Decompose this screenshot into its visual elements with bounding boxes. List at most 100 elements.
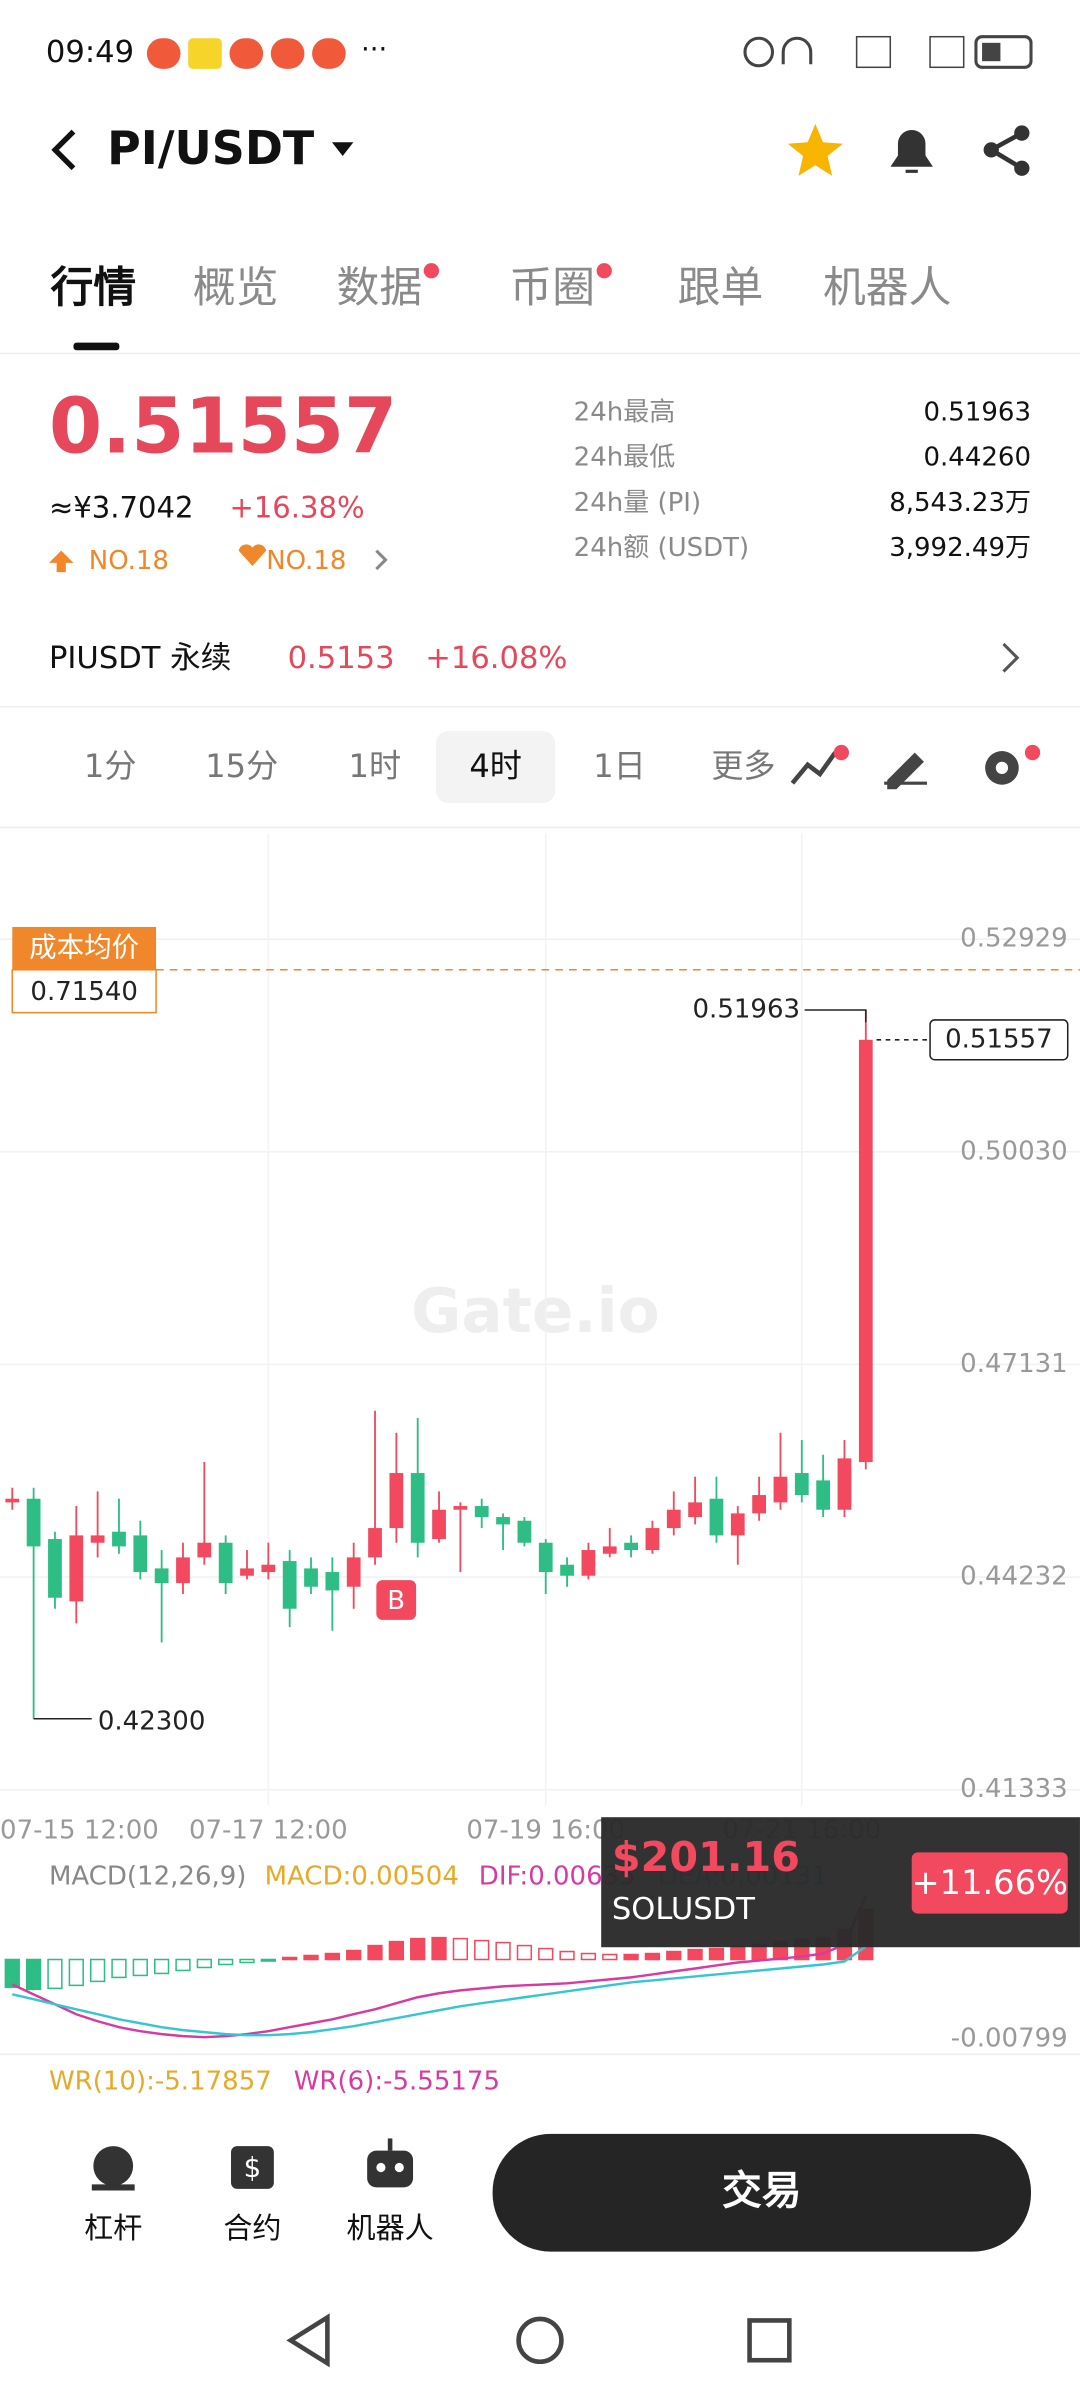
candle-body [112, 1531, 126, 1547]
macd-bar [516, 1944, 533, 1961]
macd-bar [367, 1944, 383, 1961]
cost-value-bg [11, 969, 157, 1014]
candle-body [581, 1550, 596, 1576]
candle-body [496, 1517, 510, 1525]
macd-bar [644, 1952, 661, 1961]
tab[interactable]: 行情 [51, 263, 137, 313]
status-more: ··· [361, 33, 387, 65]
pair-title[interactable]: PI/USDT [107, 121, 315, 175]
candle-body [389, 1473, 404, 1529]
perp-chevron[interactable] [1002, 642, 1020, 673]
candle-body [133, 1535, 148, 1573]
rank: NO.18 [266, 546, 346, 576]
tab[interactable]: 跟单 [678, 263, 764, 313]
price-change: +16.38% [229, 490, 364, 524]
x-tick-label: 07-17 12:00 [189, 1815, 348, 1845]
settings-button[interactable] [985, 744, 1041, 785]
indicator-button[interactable] [790, 744, 849, 785]
candle-body [794, 1473, 809, 1496]
interval-tab[interactable]: 更多 [711, 747, 775, 785]
candle-body [240, 1568, 254, 1576]
nav-icon [367, 2138, 414, 2188]
candle-body [282, 1561, 297, 1609]
nav-label[interactable]: 机器人 [347, 2211, 434, 2245]
cost-title: 成本均价 [29, 931, 139, 963]
candle-body [773, 1476, 788, 1503]
share-button[interactable] [983, 125, 1030, 176]
candle-body [90, 1535, 105, 1543]
macd-dea-line [12, 1945, 867, 2037]
macd-bar [218, 1958, 234, 1966]
candle-body [560, 1564, 574, 1576]
macd-bar [687, 1948, 703, 1961]
rank-more[interactable] [375, 549, 388, 571]
macd-bar [175, 1958, 191, 1972]
system-back[interactable] [286, 2313, 330, 2368]
trade-button-label[interactable]: 交易 [722, 2168, 802, 2214]
interval-tab[interactable]: 1日 [593, 747, 646, 785]
macd-bar [132, 1958, 148, 1977]
macd-legend: MACD:0.00504 [265, 1861, 459, 1891]
tab[interactable]: 概览 [193, 263, 279, 313]
interval-tab[interactable]: 1分 [84, 747, 137, 785]
perp-price: 0.5153 [288, 641, 395, 676]
macd-bar [559, 1950, 575, 1961]
active-tab-indicator [73, 342, 120, 351]
ticker-popup[interactable]: $201.16 SOLUSDT +11.66% [601, 1817, 1080, 1948]
nav-icon: $ [231, 2146, 274, 2189]
popup-pair: SOLUSDT [612, 1892, 755, 1927]
tab[interactable]: 币圈 [509, 263, 595, 313]
macd-bar [4, 1958, 20, 1989]
cny-price: ≈¥3.7042 [49, 490, 193, 524]
macd-bar [730, 1945, 746, 1961]
low-label: 0.42300 [98, 1706, 206, 1736]
alert-bell[interactable] [890, 130, 933, 173]
macd-bar [25, 1958, 42, 1991]
macd-bar [68, 1958, 84, 1987]
macd-bar [388, 1940, 405, 1961]
nav-label[interactable]: 杠杆 [84, 2211, 142, 2245]
system-home[interactable] [516, 2316, 564, 2365]
candle-body [688, 1502, 702, 1518]
last-price-box [929, 1019, 1069, 1061]
pair-dropdown[interactable] [331, 142, 354, 157]
trade-button[interactable] [492, 2133, 1032, 2252]
macd-bar [153, 1958, 170, 1975]
candle-body [432, 1509, 446, 1540]
last-price-label: 0.51557 [945, 1024, 1053, 1054]
tab[interactable]: 机器人 [823, 263, 951, 313]
macd-bar [260, 1958, 276, 1962]
nav-label[interactable]: 合约 [223, 2211, 281, 2245]
y-tick-label: -0.00799 [951, 2024, 1068, 2054]
stat-label: 24h额 (USDT) [574, 533, 750, 563]
system-recents[interactable] [747, 2318, 792, 2363]
stat-value: 0.44260 [923, 443, 1031, 473]
candle-body [816, 1480, 831, 1510]
candle-body [346, 1557, 361, 1587]
candle-body [197, 1542, 212, 1558]
candle-body [69, 1535, 84, 1602]
macd-title: MACD(12,26,9) [49, 1861, 246, 1891]
macd-bar [452, 1937, 469, 1961]
macd-bar [538, 1947, 554, 1961]
back-button[interactable] [51, 129, 76, 171]
candle-body [176, 1557, 190, 1584]
interval-tab[interactable]: 4时 [469, 747, 522, 785]
draw-button[interactable] [884, 752, 927, 790]
macd-bar [708, 1947, 725, 1961]
macd-bar [239, 1958, 255, 1964]
perp-name[interactable]: PIUSDT 永续 [49, 641, 231, 676]
svg-text:$: $ [244, 2152, 262, 2184]
interval-tab[interactable]: 1时 [349, 747, 402, 785]
candle-body [474, 1506, 489, 1518]
tab[interactable]: 数据 [337, 263, 423, 313]
cost-value: 0.71540 [30, 977, 138, 1007]
interval-tab[interactable]: 15分 [205, 747, 278, 785]
favorite-star[interactable] [787, 123, 843, 176]
candle-body [218, 1542, 233, 1584]
macd-bar [346, 1949, 362, 1961]
y-tick-label: 0.47131 [960, 1349, 1068, 1379]
